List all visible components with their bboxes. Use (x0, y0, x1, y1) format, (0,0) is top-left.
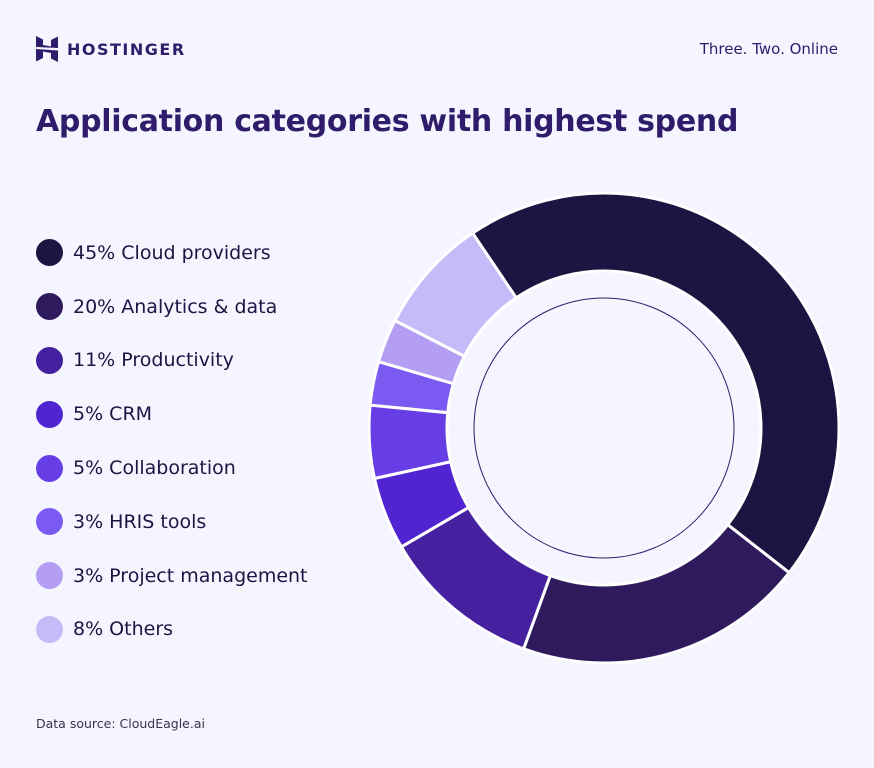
legend-swatch (36, 615, 63, 643)
hostinger-logo: HOSTINGER (36, 36, 186, 62)
legend-item: 3% HRIS tools (36, 495, 308, 549)
data-source: Data source: CloudEagle.ai (36, 716, 205, 731)
legend-item: 8% Others (36, 603, 308, 657)
legend-swatch (36, 346, 63, 374)
inner-ring (473, 297, 735, 559)
legend-swatch (36, 508, 63, 536)
legend-item: 45% Cloud providers (36, 226, 308, 280)
donut-slice-others (392, 231, 519, 359)
page-title: Application categories with highest spen… (36, 104, 739, 139)
legend-swatch (36, 400, 63, 428)
legend-label: 5% Collaboration (73, 457, 236, 480)
donut-slice-analytics-data (521, 522, 792, 665)
legend-label: 3% HRIS tools (73, 510, 207, 533)
legend-label: 8% Others (73, 618, 174, 641)
hostinger-h-icon (36, 36, 58, 62)
legend-item: 3% Project management (36, 549, 308, 603)
donut-slice-cloud-providers (470, 191, 841, 575)
legend-swatch (36, 239, 63, 267)
brand-name: HOSTINGER (67, 39, 186, 59)
legend-swatch (36, 562, 63, 590)
legend-item: 5% CRM (36, 387, 308, 441)
legend-label: 20% Analytics & data (73, 295, 278, 318)
legend-label: 5% CRM (73, 403, 153, 426)
legend-item: 11% Productivity (36, 334, 308, 388)
legend: 45% Cloud providers 20% Analytics & data… (36, 226, 308, 656)
legend-label: 11% Productivity (73, 349, 234, 372)
legend-swatch (36, 454, 63, 482)
legend-label: 3% Project management (73, 564, 308, 587)
legend-swatch (36, 293, 63, 321)
legend-item: 20% Analytics & data (36, 280, 308, 334)
tagline: Three. Two. Online (699, 40, 838, 58)
legend-label: 45% Cloud providers (73, 241, 271, 264)
legend-item: 5% Collaboration (36, 441, 308, 495)
